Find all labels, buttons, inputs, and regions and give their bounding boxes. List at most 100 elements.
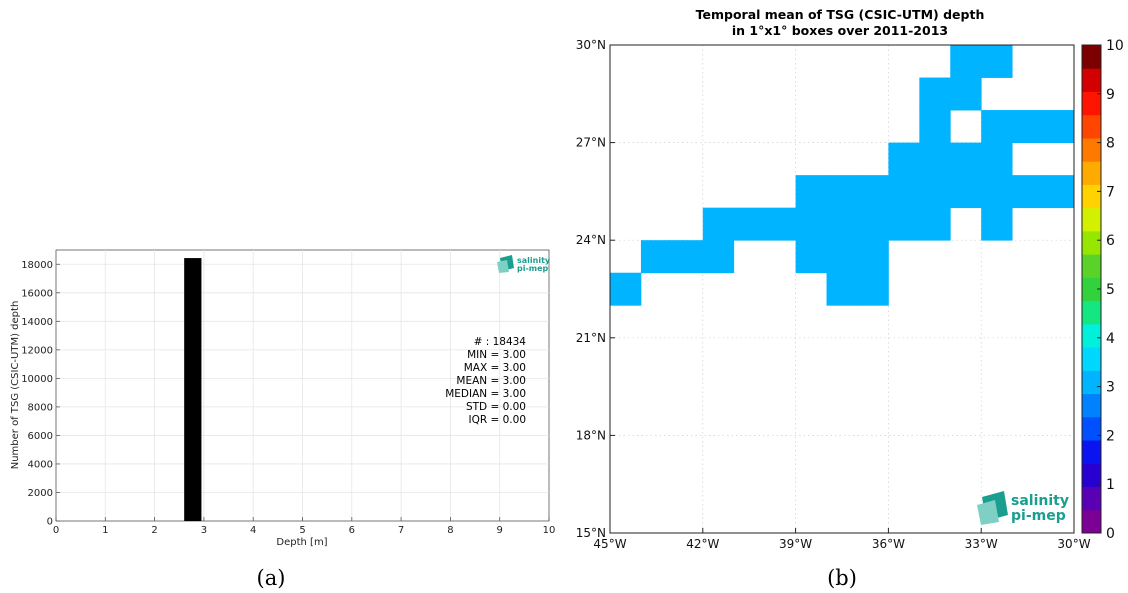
colorbar-segment	[1082, 440, 1101, 464]
map-cell	[981, 45, 1013, 78]
map-cell	[610, 272, 642, 306]
map-y-tick-label: 30°N	[576, 38, 606, 52]
map-y-tick-label: 18°N	[576, 428, 606, 442]
salinity-pimep-logo-large: salinity pi-mep	[977, 491, 1069, 525]
colorbar-ticks: 0 1 2 3 4 5 6 7 8 9 10	[1097, 38, 1124, 542]
colorbar-segment	[1082, 230, 1101, 255]
colorbar-tick-label: 8	[1106, 136, 1115, 152]
map-cell	[981, 207, 1013, 241]
colorbar-tick-label: 3	[1106, 380, 1115, 396]
map-cell	[702, 240, 735, 274]
colorbar-segment	[1082, 45, 1101, 69]
histogram-y-ticks: 0 2000 4000 6000 8000 10000 12000 14000 16000 180…	[21, 260, 60, 528]
colorbar-segment	[1082, 91, 1101, 116]
histogram-stats-box: # : 18434 MIN = 3.00 MAX = 3.00 MEAN = 3…	[445, 336, 526, 426]
stat-std: STD = 0.00	[466, 401, 526, 413]
map-plot-frame	[609, 44, 1075, 534]
map-cells	[610, 45, 1075, 306]
salinity-pimep-logo-small: salinity pi-mep	[497, 255, 551, 273]
colorbar-tick-label: 5	[1106, 282, 1115, 298]
colorbar-tick-label: 2	[1106, 428, 1115, 444]
x-tick-label: 2	[151, 525, 157, 536]
map-x-tick-label: 30°W	[1057, 537, 1090, 551]
x-tick-label: 9	[497, 525, 503, 536]
map-cell	[826, 272, 858, 306]
colorbar-tick-label: 1	[1106, 477, 1115, 493]
x-tick-label: 7	[398, 525, 404, 536]
map-title-line2: in 1°x1° boxes over 2011-2013	[732, 23, 948, 38]
map-y-tick-label: 27°N	[576, 136, 606, 150]
histogram-x-ticks: 0 1 2 3 4 5 6 7 8 9 10	[53, 517, 556, 536]
map-y-tick-label: 21°N	[576, 331, 606, 345]
stat-max: MAX = 3.00	[464, 362, 526, 374]
map-cell	[826, 175, 858, 209]
logo-line2: pi-mep	[517, 264, 549, 273]
map-cell	[950, 77, 982, 111]
map-x-tick-label: 39°W	[779, 537, 812, 551]
stat-iqr: IQR = 0.00	[468, 414, 526, 426]
map-cell	[981, 142, 1013, 176]
map-cell	[671, 240, 704, 274]
colorbar-segment	[1082, 161, 1101, 185]
colorbar-tick-label: 9	[1106, 87, 1115, 103]
stat-median: MEDIAN = 3.00	[445, 388, 526, 400]
map-title-line1: Temporal mean of TSG (CSIC-UTM) depth	[696, 7, 985, 22]
histogram-y-axis-label: Number of TSG (CSIC-UTM) depth	[10, 301, 21, 470]
map-x-tick-label: 33°W	[965, 537, 998, 551]
map-cell	[888, 175, 920, 209]
map-cell	[981, 110, 1013, 143]
map-cell	[919, 175, 951, 209]
colorbar-tick-label: 6	[1106, 233, 1115, 249]
panel-a-caption: (a)	[257, 566, 286, 590]
colorbar-segment	[1082, 207, 1101, 232]
y-tick-label: 18000	[21, 260, 53, 271]
map-cell	[950, 45, 982, 78]
map-x-ticks: 45°W 42°W 39°W 36°W 33°W 30°W	[593, 528, 1091, 551]
colorbar-segment	[1082, 509, 1101, 534]
map-cell	[795, 175, 827, 209]
map-cell	[919, 207, 951, 241]
x-tick-label: 0	[53, 525, 59, 536]
colorbar-tick-label: 7	[1106, 184, 1115, 200]
x-tick-label: 10	[543, 525, 556, 536]
map-cell	[1012, 110, 1044, 143]
y-tick-label: 16000	[21, 288, 53, 299]
colorbar-tick-label: 4	[1106, 331, 1115, 347]
colorbar-segment	[1082, 114, 1101, 139]
colorbar-tick-label: 0	[1106, 526, 1115, 542]
y-tick-label: 10000	[21, 374, 53, 385]
map-panel: Temporal mean of TSG (CSIC-UTM) depth in…	[576, 7, 1124, 590]
map-cell	[857, 272, 889, 306]
colorbar-segment	[1082, 393, 1101, 418]
map-cell	[950, 175, 982, 209]
map-x-tick-label: 45°W	[593, 537, 626, 551]
map-cell	[919, 77, 951, 111]
map-x-tick-label: 42°W	[686, 537, 719, 551]
histogram-bar	[184, 258, 202, 521]
logo-mark-shadow-icon	[977, 500, 999, 525]
colorbar-segment	[1082, 254, 1101, 278]
stat-count: # : 18434	[474, 336, 527, 348]
map-cell	[826, 207, 858, 241]
histogram-grid	[56, 250, 549, 521]
logo-line2: pi-mep	[1011, 508, 1066, 524]
colorbar-segment	[1082, 184, 1101, 209]
y-tick-label: 2000	[28, 488, 53, 499]
map-cell	[981, 175, 1013, 209]
map-cell	[795, 240, 827, 274]
map-cell	[857, 240, 889, 274]
logo-mark-shadow-icon	[497, 260, 509, 273]
map-cell	[857, 207, 889, 241]
map-cell	[857, 175, 889, 209]
map-x-tick-label: 36°W	[872, 537, 905, 551]
map-cell	[733, 207, 766, 241]
y-tick-label: 4000	[28, 459, 53, 470]
stat-mean: MEAN = 3.00	[456, 375, 526, 387]
histogram-panel: 0 1 2 3 4 5 6 7 8 9 10 0 2000 4000 6000 8000 10000 12000…	[10, 249, 556, 590]
colorbar-segment	[1082, 463, 1101, 488]
map-cell	[826, 240, 858, 274]
map-cell	[702, 207, 735, 241]
map-y-tick-label: 24°N	[576, 233, 606, 247]
y-tick-label: 8000	[28, 402, 53, 413]
